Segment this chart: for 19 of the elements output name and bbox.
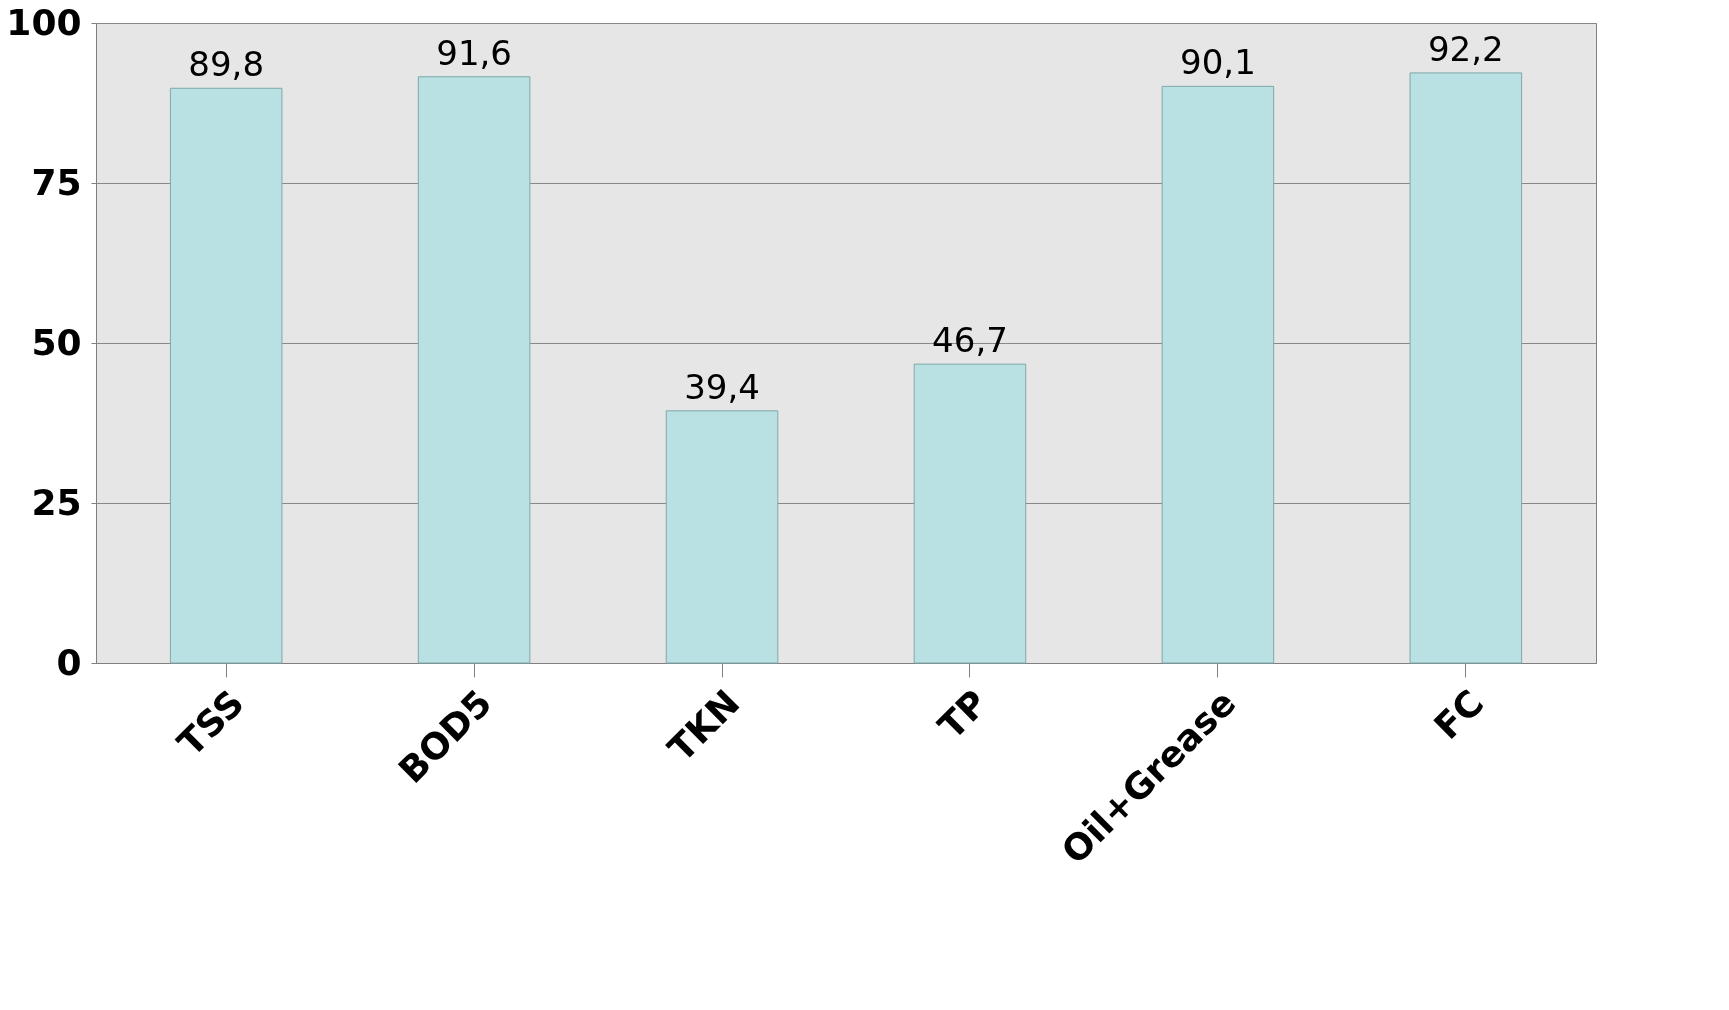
y-tick-label: 100	[6, 1, 82, 43]
data-label: 39,4	[684, 366, 760, 407]
data-label: 90,1	[1180, 42, 1256, 83]
y-tick-label: 50	[31, 321, 82, 363]
y-tick-label: 0	[56, 641, 82, 683]
x-tick-label: TP	[930, 681, 996, 747]
bar	[1409, 72, 1523, 664]
bar	[417, 76, 531, 664]
y-tick-label: 25	[31, 481, 82, 523]
data-label: 91,6	[436, 32, 512, 73]
data-label: 89,8	[188, 44, 265, 85]
x-tick-label: FC	[1426, 681, 1492, 748]
bar	[665, 410, 779, 664]
bar	[1161, 85, 1275, 664]
data-label: 92,2	[1427, 28, 1504, 69]
bar	[169, 87, 283, 664]
y-tick-label: 75	[31, 161, 82, 203]
bar	[913, 363, 1027, 664]
data-label: 46,7	[932, 320, 1008, 361]
